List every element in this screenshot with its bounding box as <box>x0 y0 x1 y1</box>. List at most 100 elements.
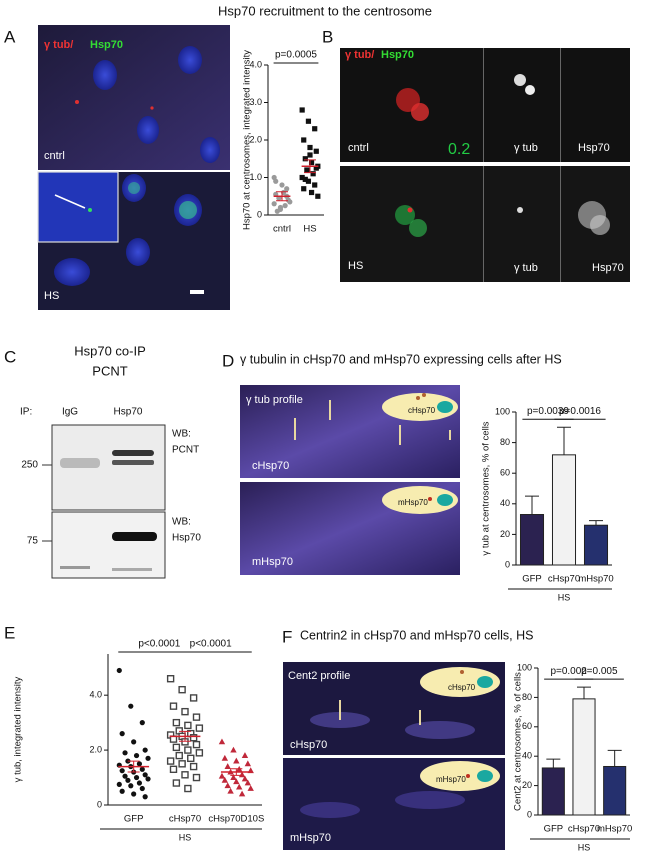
p-value: p=0.0005 <box>275 50 317 61</box>
y-tick-label: 40 <box>500 498 510 508</box>
point <box>192 740 201 749</box>
point <box>230 774 237 780</box>
micrograph <box>340 48 630 282</box>
y-tick-label: 0 <box>257 209 262 219</box>
inset-label: cHsp70 <box>448 683 476 692</box>
image-label: cHsp70 <box>252 460 289 472</box>
point <box>241 775 249 782</box>
wb-label: Hsp70 <box>172 533 201 544</box>
point <box>247 785 254 791</box>
image-label: γ tub profile <box>246 394 303 406</box>
point <box>139 720 145 726</box>
y-tick-label: 1.0 <box>249 172 262 182</box>
point <box>142 772 148 778</box>
image-label: Cent2 profile <box>288 670 350 682</box>
error-bar <box>230 768 243 776</box>
point <box>189 694 198 702</box>
x-tick-label: cHsp70 <box>548 574 580 585</box>
point <box>241 752 249 758</box>
image-label: HS <box>348 260 363 272</box>
point <box>310 171 316 177</box>
point <box>299 107 305 113</box>
point <box>145 776 151 782</box>
error-bar <box>557 426 571 455</box>
point <box>139 766 145 772</box>
y-axis-label: Hsp70 at centrosomes, integrated intensi… <box>242 50 253 230</box>
channel-label: γ tub <box>514 262 538 274</box>
panel-letter: E <box>4 623 15 642</box>
error-bar <box>179 730 191 742</box>
point <box>238 790 246 797</box>
panel-letter: C <box>4 347 16 366</box>
point <box>184 721 192 730</box>
channel-label: Hsp70 <box>592 262 624 274</box>
inset-label: cHsp70 <box>408 406 436 415</box>
point <box>218 772 226 779</box>
point <box>122 750 128 756</box>
point <box>218 738 226 745</box>
scale-text: 0.2 <box>448 141 470 158</box>
error-bar <box>276 191 288 202</box>
point <box>277 206 284 212</box>
bar <box>583 524 609 566</box>
point <box>128 703 134 709</box>
panel-title: PCNT <box>92 363 127 378</box>
point <box>145 755 151 761</box>
x-tick-label: GFP <box>522 574 542 585</box>
y-tick-label: 0 <box>97 799 102 809</box>
point <box>307 152 313 158</box>
wb-label: WB: <box>172 517 191 528</box>
point <box>315 193 321 199</box>
y-tick-label: 100 <box>517 662 532 672</box>
p-value: p=0.0039 <box>527 406 569 417</box>
y-tick-label: 2.0 <box>249 134 262 144</box>
point <box>301 137 307 143</box>
y-tick-label: 60 <box>522 721 532 731</box>
mw-marker: 250 <box>21 460 38 471</box>
image-label: HS <box>44 290 59 302</box>
y-axis-label: Cent2 at centrosomes, % of cells <box>513 672 524 811</box>
point <box>136 780 143 786</box>
point <box>187 754 195 763</box>
point <box>184 784 192 793</box>
point <box>131 739 137 745</box>
point <box>131 791 137 797</box>
micrograph <box>240 385 460 575</box>
y-tick-label: 80 <box>500 437 510 447</box>
x-tick-label: mHsp70 <box>597 824 632 835</box>
y-tick-label: 60 <box>500 468 510 478</box>
point <box>312 126 318 132</box>
y-tick-label: 20 <box>500 529 510 539</box>
y-tick-label: 0 <box>505 559 510 569</box>
point <box>195 724 204 732</box>
panel-letter: B <box>322 27 333 46</box>
p-value: p=0.002 <box>550 666 587 677</box>
y-tick-label: 4.0 <box>89 690 102 700</box>
group-label: HS <box>578 842 591 852</box>
point <box>299 174 305 181</box>
error-bar <box>525 495 539 515</box>
bar <box>572 698 596 816</box>
micrograph <box>283 662 505 850</box>
point <box>125 777 131 783</box>
point <box>142 747 148 753</box>
stain-label: Hsp70 <box>90 39 123 51</box>
point <box>313 165 319 171</box>
point <box>133 774 140 781</box>
point <box>122 773 128 779</box>
point <box>313 148 319 154</box>
stain-label: Hsp70 <box>381 49 414 61</box>
point <box>169 765 178 774</box>
point <box>181 771 189 779</box>
x-tick-label: cHsp70 <box>568 824 600 835</box>
point <box>172 718 181 727</box>
bar <box>551 454 577 566</box>
point <box>271 174 277 181</box>
point <box>116 781 122 788</box>
point <box>279 182 285 188</box>
point <box>189 762 198 771</box>
figure-title: Hsp70 recruitment to the centrosome <box>218 3 432 18</box>
point <box>224 763 231 769</box>
panel-title: γ tubulin in cHsp70 and mHsp70 expressin… <box>240 352 562 366</box>
image-label: mHsp70 <box>290 832 331 844</box>
